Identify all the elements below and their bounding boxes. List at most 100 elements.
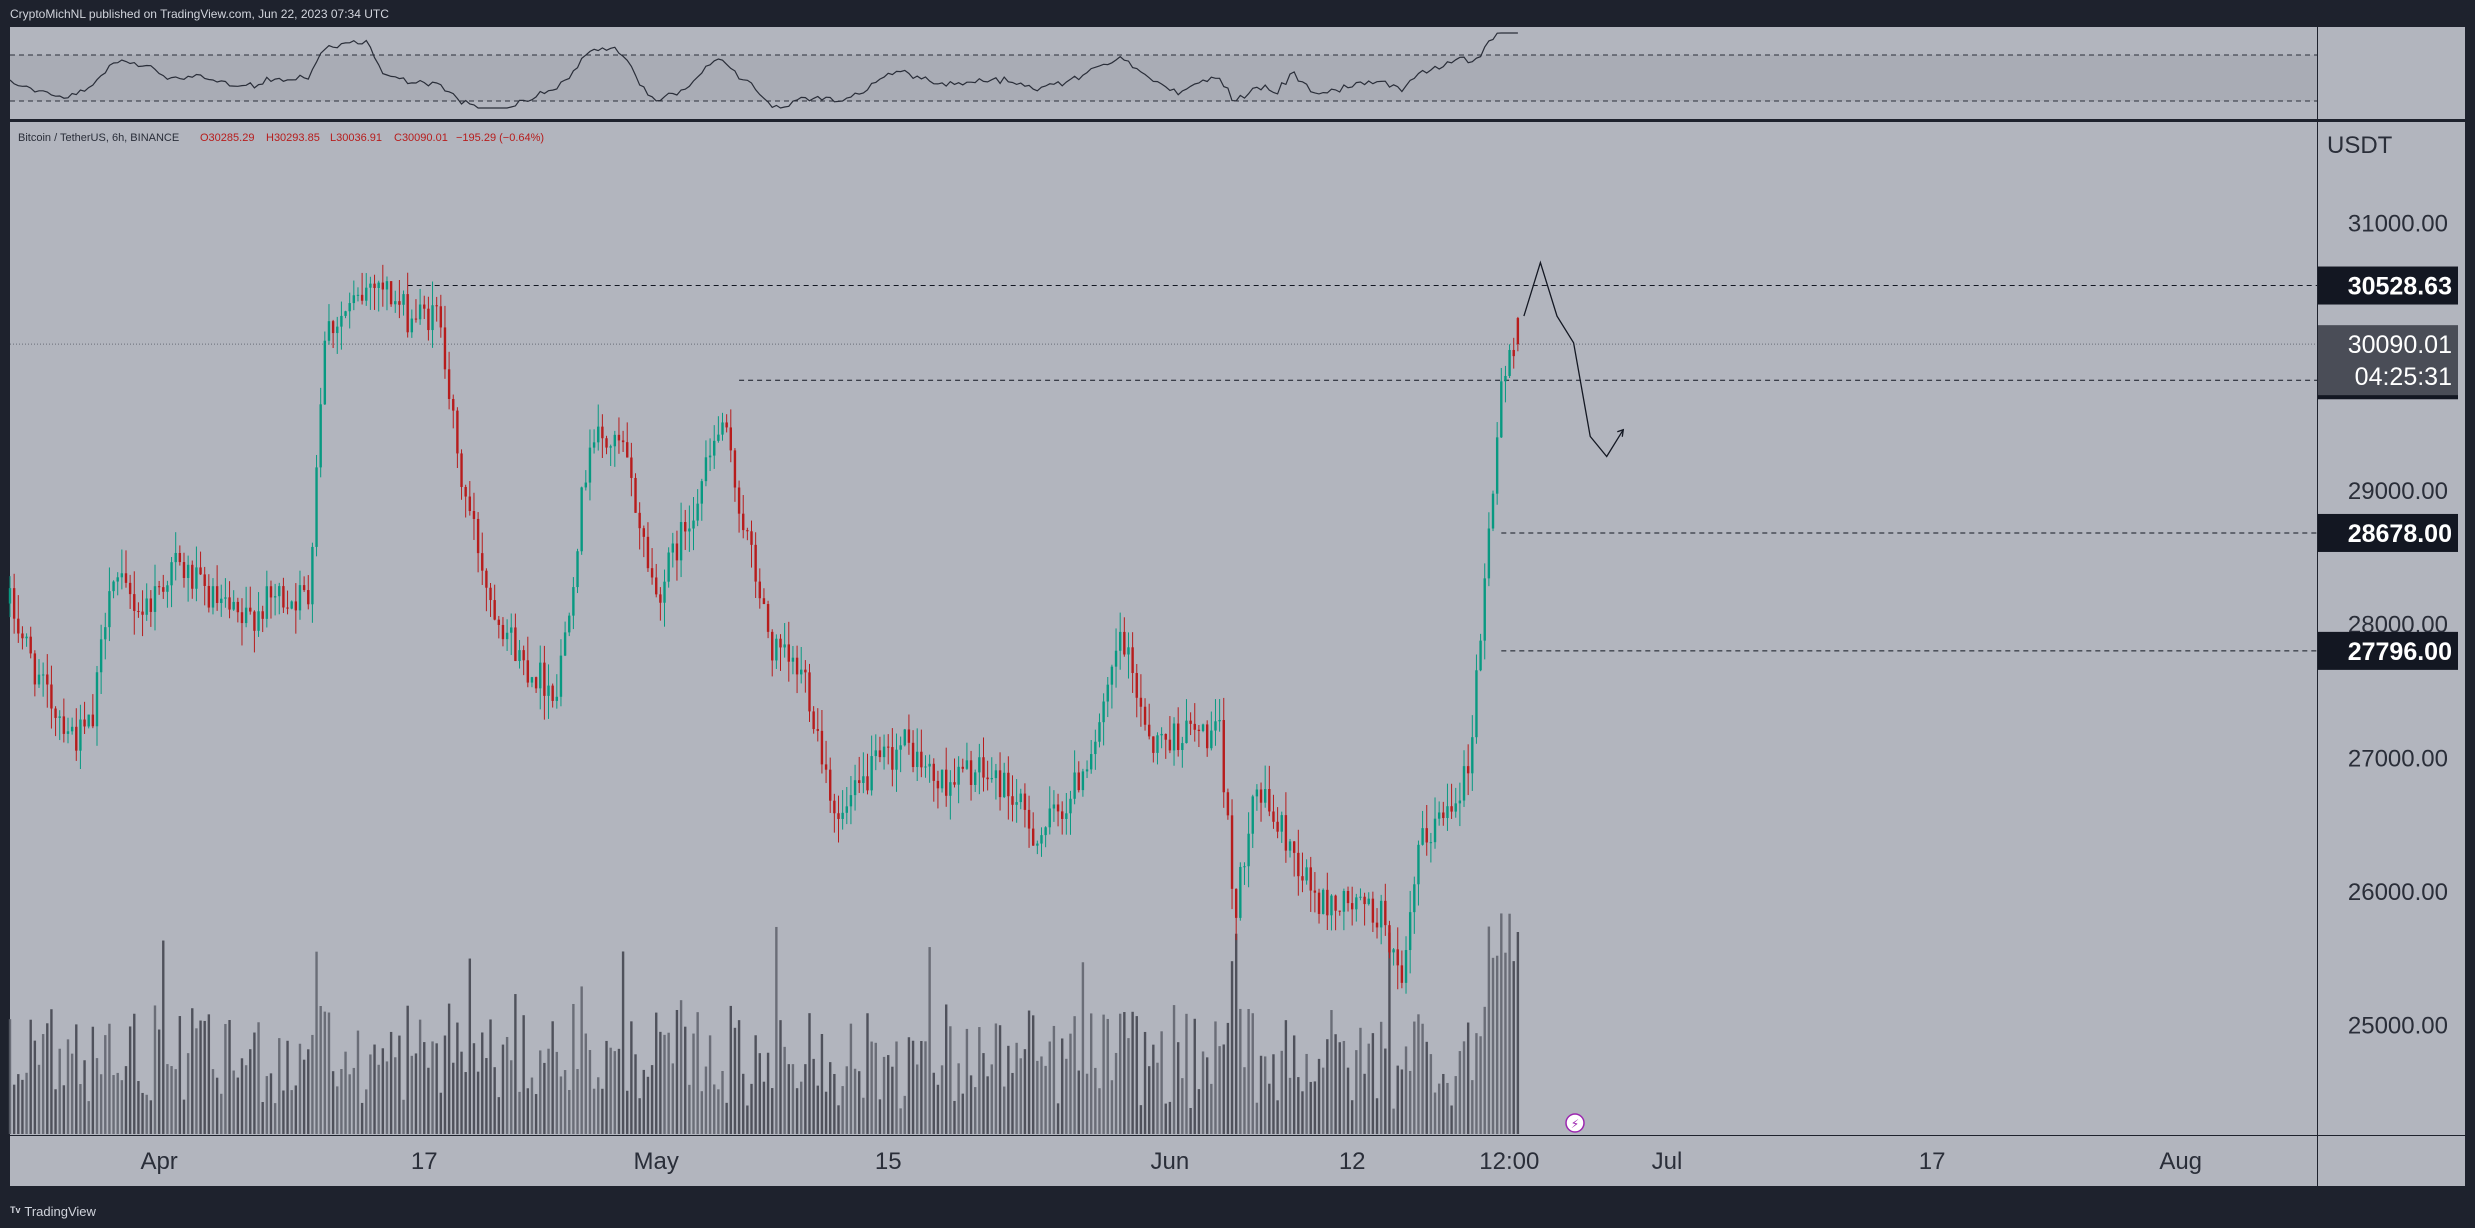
candle-body [62, 716, 66, 734]
candle-body [522, 650, 525, 661]
volume-bar [87, 1101, 90, 1134]
volume-bar [870, 1041, 873, 1134]
legend-low: L30036.91 [330, 132, 382, 144]
candle-body [1044, 827, 1047, 836]
candle-body [178, 552, 182, 563]
volume-bar [489, 1019, 492, 1134]
candle-body [936, 780, 940, 789]
volume-bar [1065, 1058, 1068, 1134]
candle-body [120, 573, 124, 578]
volume-bar [311, 1034, 314, 1134]
volume-bar [713, 1084, 716, 1134]
volume-bar [974, 1087, 977, 1134]
volume-bar [580, 986, 583, 1134]
candle-body [824, 764, 828, 770]
candle-body [1330, 895, 1333, 916]
candle-body [83, 719, 86, 727]
volume-bar [899, 1108, 902, 1134]
x-tick-label: 17 [1919, 1148, 1946, 1175]
volume-bar [120, 1080, 124, 1134]
candle-body [1458, 800, 1462, 804]
volume-bar [1230, 961, 1234, 1134]
candle-body [336, 326, 339, 334]
candle-body [278, 586, 281, 597]
volume-bar [1003, 1086, 1006, 1134]
volume-bar [733, 1027, 737, 1134]
volume-bar [1060, 1038, 1064, 1134]
volume-bar [1355, 1050, 1358, 1134]
candle-body [1019, 793, 1022, 803]
volume-bar [377, 1064, 380, 1134]
candle-body [1160, 733, 1163, 736]
candle-body [423, 304, 426, 309]
lightning-icon[interactable] [1565, 1113, 1585, 1133]
candle-body [688, 528, 691, 532]
candle-body [518, 650, 521, 662]
candle-body [1442, 812, 1445, 819]
volume-bar [443, 1035, 447, 1134]
volume-bar [920, 1040, 923, 1134]
candle-body [1334, 895, 1337, 911]
price-label-box [2318, 266, 2458, 305]
x-tick-label: 12:00 [1479, 1148, 1539, 1175]
candle-body [1491, 493, 1495, 529]
candle-body [1056, 804, 1060, 812]
volume-bar [771, 1088, 774, 1134]
candle-body [1367, 898, 1370, 905]
candle-body [112, 581, 115, 592]
candle-body [717, 434, 720, 441]
volume-bar [841, 1086, 844, 1134]
candle-body [1135, 673, 1138, 698]
candle-body [547, 685, 550, 696]
volume-bar [1404, 1046, 1408, 1134]
scale-corner [2318, 1136, 2465, 1186]
candle-body [186, 564, 190, 578]
volume-bar [365, 1089, 368, 1134]
volume-bar [319, 1006, 322, 1134]
volume-bar [112, 1075, 115, 1134]
volume-bar [1222, 1044, 1225, 1134]
candle-body [1350, 903, 1354, 910]
tradingview-logo[interactable]: ⁠ᵀᵛ TradingView [10, 1204, 96, 1219]
volume-bar [1152, 1044, 1155, 1134]
volume-bar [360, 1102, 364, 1134]
volume-bar [679, 1000, 683, 1134]
candle-body [1392, 949, 1395, 953]
candle-body [1003, 772, 1006, 798]
time-scale[interactable] [10, 1136, 2317, 1186]
volume-bar [70, 1053, 74, 1134]
volume-bar [1255, 1102, 1259, 1134]
volume-bar [1089, 1013, 1093, 1134]
candle-body [162, 587, 165, 592]
volume-bar [501, 1044, 505, 1134]
volume-bar [174, 1069, 177, 1134]
volume-bar [33, 1040, 37, 1134]
volume-bar [986, 1076, 989, 1134]
candle-body [920, 751, 923, 768]
volume-bar [588, 1050, 592, 1134]
legend-close: C30090.01 [394, 132, 448, 144]
volume-bar [1479, 1036, 1482, 1134]
volume-bar [439, 1092, 443, 1134]
projection-path[interactable] [1523, 260, 1624, 458]
volume-bar [195, 1028, 198, 1134]
volume-bar [1305, 1053, 1308, 1134]
volume-bar [940, 1065, 944, 1134]
volume-bar [456, 1022, 459, 1134]
volume-bar [1123, 1012, 1126, 1134]
volume-bar [1181, 1078, 1184, 1134]
candle-body [307, 590, 310, 605]
candle-body [1205, 724, 1209, 749]
volume-bar [998, 1025, 1002, 1134]
volume-bar [1019, 1058, 1022, 1134]
volume-bar [1292, 1035, 1296, 1134]
candle-body [750, 531, 753, 545]
candle-body [95, 672, 99, 727]
volume-bar [1491, 957, 1495, 1134]
candle-body [1288, 841, 1292, 851]
candle-body [340, 315, 343, 327]
volume-bar [1131, 1011, 1134, 1134]
volume-bar [559, 1076, 563, 1134]
candle-body [273, 596, 277, 598]
